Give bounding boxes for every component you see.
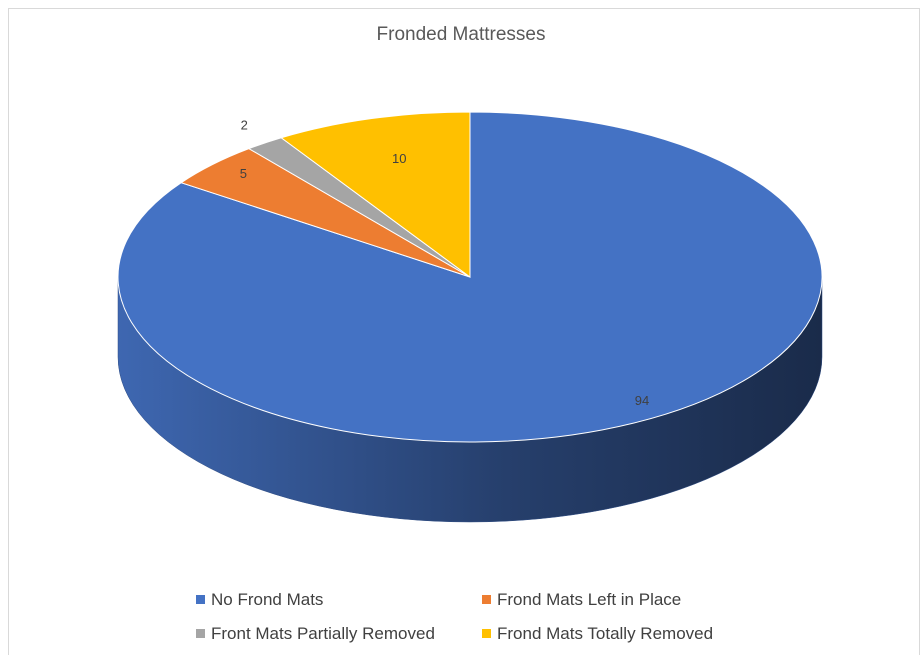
legend-swatch [482,629,491,638]
legend-item-frond-mats-totally-removed: Frond Mats Totally Removed [482,624,713,644]
legend-label: Front Mats Partially Removed [211,624,435,643]
legend-item-no-frond-mats: No Frond Mats [196,590,323,610]
legend-label: No Frond Mats [211,590,324,609]
legend-label: Frond Mats Totally Removed [497,624,714,643]
legend-swatch [196,595,205,604]
data-label: 94 [635,393,649,408]
chart-title: Fronded Mattresses [376,24,546,45]
data-label: 2 [241,118,248,133]
legend-item-front-mats-partially-removed: Front Mats Partially Removed [196,624,435,644]
legend-swatch [482,595,491,604]
data-label: 10 [392,151,406,166]
data-label: 5 [240,166,247,181]
pie-slice-frond-mats-totally-removed [280,111,471,278]
legend-item-frond-mats-left-in-place: Frond Mats Left in Place [482,590,681,610]
legend-label: Frond Mats Left in Place [497,590,682,609]
legend-swatch [196,629,205,638]
